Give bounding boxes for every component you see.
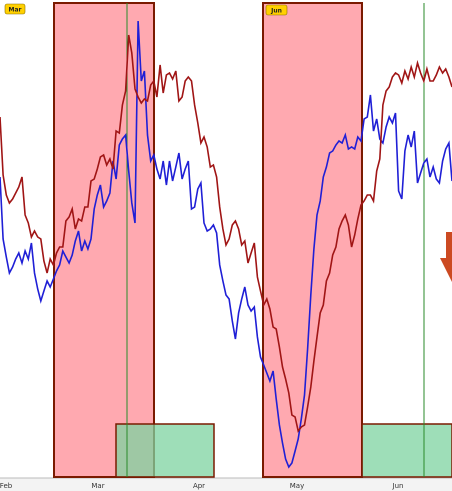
badge-right: Jun xyxy=(265,4,288,16)
x-axis-band xyxy=(0,478,452,491)
support-box-left xyxy=(115,423,215,478)
support-box-right xyxy=(361,423,452,478)
x-tick-label: Feb xyxy=(0,482,13,490)
highlight-zone-right xyxy=(262,2,363,478)
x-tick-label: Apr xyxy=(193,482,205,490)
badge-left-label: Mar xyxy=(9,6,22,13)
series-line-blue xyxy=(0,20,452,469)
x-tick-label: Mar xyxy=(91,482,104,490)
series-line-red xyxy=(0,34,452,433)
highlight-zone-left xyxy=(53,2,155,478)
badge-right-label: Jun xyxy=(270,7,282,14)
down-arrow-icon xyxy=(440,232,452,282)
badge-left: Mar xyxy=(4,3,26,15)
x-tick-label: Jun xyxy=(392,482,404,490)
x-tick-label: May xyxy=(290,482,304,490)
